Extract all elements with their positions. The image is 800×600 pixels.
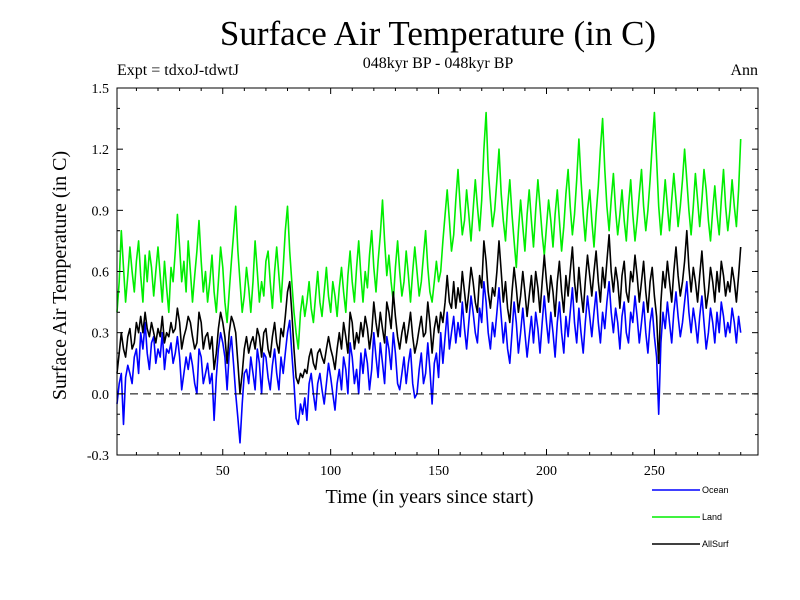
x-tick-label: 250	[644, 464, 665, 479]
x-tick-label: 100	[320, 464, 341, 479]
y-axis-label: Surface Air Temperature (in C)	[49, 151, 71, 400]
legend: Ocean Land AllSurf	[652, 485, 729, 549]
legend-label-land: Land	[702, 512, 722, 522]
chart-title: Surface Air Temperature (in C)	[219, 14, 657, 53]
ticks-layer: 50 100 150 200 250 -0.3 0.0 0.3 0.6 0.9 1.2 1.5	[87, 82, 758, 479]
legend-label-allsurf: AllSurf	[702, 539, 729, 549]
y-tick-label: 1.2	[92, 143, 110, 158]
y-tick-label: 0.6	[92, 266, 110, 281]
y-tick-label: 0.9	[92, 204, 110, 219]
chart-subtitle: 048kyr BP - 048kyr BP	[362, 55, 514, 72]
x-tick-label: 150	[428, 464, 449, 479]
x-tick-label: 200	[536, 464, 557, 479]
y-tick-label: -0.3	[87, 449, 109, 464]
series-line-allsurf	[116, 229, 742, 395]
x-axis-label: Time (in years since start)	[325, 486, 533, 508]
legend-label-ocean: Ocean	[702, 485, 729, 495]
series-line-ocean	[116, 280, 742, 444]
series-line-land	[116, 111, 742, 350]
period-label: Ann	[730, 62, 758, 79]
y-tick-label: 0.0	[92, 388, 110, 403]
y-tick-label: 0.3	[92, 327, 110, 342]
x-tick-label: 50	[216, 464, 230, 479]
y-tick-label: 1.5	[92, 82, 110, 97]
series-layer	[116, 111, 742, 444]
experiment-label: Expt = tdxoJ-tdwtJ	[117, 62, 239, 79]
